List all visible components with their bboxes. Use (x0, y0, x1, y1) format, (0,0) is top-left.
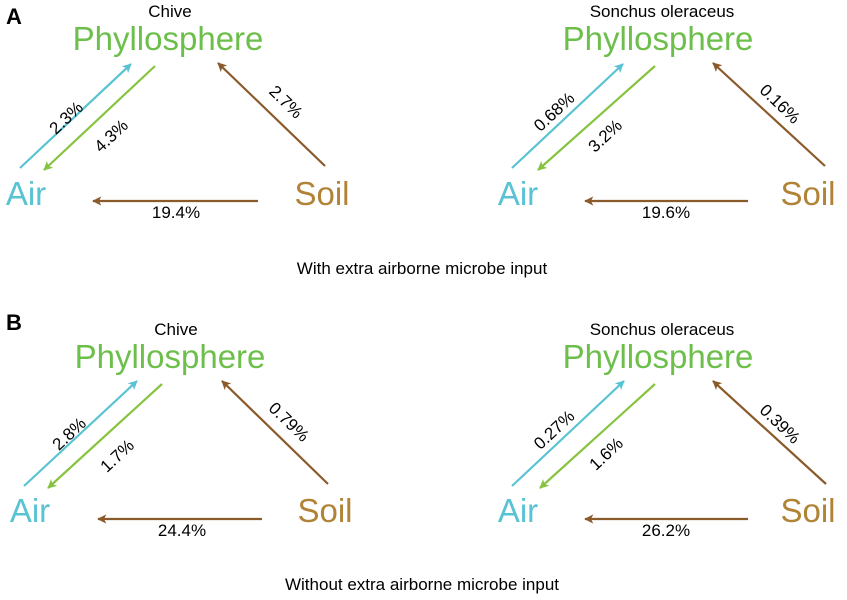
phyllosphere-node: Phyllosphere (563, 20, 754, 57)
phyllosphere-to-air-value: 1.7% (97, 436, 138, 476)
diagram-a-chive: Chive Phyllosphere Air Soil 2.3% 4.3% 2.… (6, 2, 350, 222)
air-to-phyllosphere-arrow (511, 380, 625, 487)
soil-to-air-value: 24.4% (158, 521, 206, 540)
phyllosphere-to-air-arrow (537, 65, 656, 171)
air-to-phyllosphere-value: 2.8% (49, 414, 90, 454)
phyllosphere-to-air-arrow (47, 383, 163, 489)
diagram-b-chive: Chive Phyllosphere Air Soil 2.8% 1.7% 0.… (10, 320, 353, 540)
species-label: Chive (148, 2, 191, 21)
diagram-a-sonchus: Sonchus oleraceus Phyllosphere Air Soil … (498, 2, 836, 222)
soil-to-air-value: 26.2% (642, 521, 690, 540)
panel-letter-b: B (6, 310, 22, 335)
phyllosphere-to-air-arrow (539, 383, 656, 489)
diagram-b-sonchus: Sonchus oleraceus Phyllosphere Air Soil … (498, 320, 836, 540)
soil-node: Soil (294, 175, 349, 212)
air-node: Air (498, 175, 538, 212)
soil-to-phyllosphere-arrow (712, 380, 827, 485)
species-label: Chive (154, 320, 197, 339)
air-node: Air (10, 492, 50, 529)
soil-to-phyllosphere-value: 0.79% (265, 398, 313, 445)
soil-to-phyllosphere-value: 0.16% (756, 80, 804, 127)
air-to-phyllosphere-arrow (511, 63, 624, 169)
soil-to-phyllosphere-value: 2.7% (265, 82, 306, 123)
phyllosphere-node: Phyllosphere (75, 338, 266, 375)
panel-caption: Without extra airborne microbe input (285, 575, 559, 594)
soil-to-air-value: 19.6% (642, 203, 690, 222)
panel-a: A Chive Phyllosphere Air Soil 2.3% 4.3% … (6, 2, 836, 278)
air-to-phyllosphere-value: 2.3% (46, 98, 87, 138)
phyllosphere-node: Phyllosphere (73, 20, 264, 57)
soil-to-air-value: 19.4% (152, 203, 200, 222)
soil-to-phyllosphere-arrow (712, 62, 826, 167)
soil-node: Soil (297, 492, 352, 529)
phyllosphere-to-air-arrow (43, 65, 156, 171)
soil-node: Soil (780, 175, 835, 212)
air-node: Air (6, 175, 46, 212)
panel-b: B Chive Phyllosphere Air Soil 2.8% 1.7% … (6, 310, 836, 594)
panel-caption: With extra airborne microbe input (297, 259, 548, 278)
air-to-phyllosphere-arrow (19, 63, 132, 169)
species-label: Sonchus oleraceus (590, 2, 735, 21)
soil-node: Soil (780, 492, 835, 529)
air-to-phyllosphere-arrow (23, 380, 138, 487)
panel-letter-a: A (6, 4, 22, 29)
air-node: Air (498, 492, 538, 529)
species-label: Sonchus oleraceus (590, 320, 735, 339)
soil-to-phyllosphere-arrow (217, 62, 326, 167)
phyllosphere-node: Phyllosphere (563, 338, 754, 375)
soil-to-phyllosphere-arrow (221, 380, 329, 485)
